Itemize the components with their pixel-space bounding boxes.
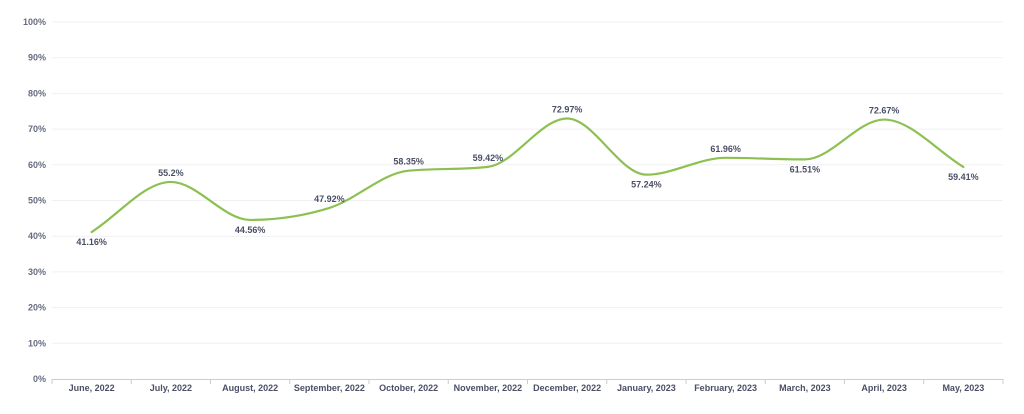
x-tick-label: May, 2023 [942, 383, 984, 393]
y-tick-label: 60% [28, 160, 46, 170]
x-tick-label: December, 2022 [533, 383, 601, 393]
x-tick-label: April, 2023 [861, 383, 907, 393]
data-point [406, 168, 411, 173]
data-point [565, 116, 570, 121]
y-tick-label: 80% [28, 88, 46, 98]
y-tick-label: 30% [28, 267, 46, 277]
data-point [644, 172, 649, 177]
data-label: 61.51% [790, 164, 821, 174]
y-tick-label: 10% [28, 338, 46, 348]
y-axis: 0% 10% 20% 30% 40% 50% 60% 70% 80% 90% 100% [23, 17, 46, 384]
data-point [723, 155, 728, 160]
data-label: 44.56% [235, 225, 266, 235]
y-tick-label: 70% [28, 124, 46, 134]
x-tick-label: June, 2022 [69, 383, 115, 393]
series-line [90, 117, 965, 234]
data-label: 59.41% [948, 172, 979, 182]
data-point [168, 179, 173, 184]
y-tick-label: 100% [23, 17, 46, 27]
data-label: 41.16% [76, 237, 107, 247]
data-label: 55.2% [158, 168, 184, 178]
x-tick-label: September, 2022 [294, 383, 365, 393]
series-layer [89, 116, 966, 235]
data-label: 47.92% [314, 194, 345, 204]
y-tick-label: 50% [28, 196, 46, 206]
data-point [802, 157, 807, 162]
x-tick-label: August, 2022 [222, 383, 278, 393]
data-point [882, 117, 887, 122]
y-tick-label: 90% [28, 53, 46, 63]
y-tick-label: 0% [33, 374, 46, 384]
data-label: 61.96% [710, 144, 741, 154]
data-point [248, 217, 253, 222]
data-labels: 41.16% 55.2% 44.56% 47.92% 58.35% 59.42% 72.97… [76, 104, 978, 247]
data-label: 59.42% [473, 153, 504, 163]
data-label: 58.35% [393, 157, 424, 167]
gridlines [52, 21, 1003, 344]
y-tick-label: 40% [28, 231, 46, 241]
data-point [89, 230, 94, 235]
x-axis: June, 2022 July, 2022 August, 2022 Septembe… [51, 379, 1004, 393]
x-tick-label: February, 2023 [694, 383, 757, 393]
data-point [485, 164, 490, 169]
data-point [327, 205, 332, 210]
x-tick-label: March, 2023 [779, 383, 831, 393]
x-tick-label: July, 2022 [150, 383, 192, 393]
data-label: 72.67% [869, 106, 900, 116]
x-tick-label: January, 2023 [617, 383, 676, 393]
data-label: 57.24% [631, 180, 662, 190]
x-tick-label: October, 2022 [379, 383, 438, 393]
data-label: 72.97% [552, 104, 583, 114]
y-tick-label: 20% [28, 303, 46, 313]
data-point [961, 164, 966, 169]
x-tick-label: November, 2022 [454, 383, 523, 393]
